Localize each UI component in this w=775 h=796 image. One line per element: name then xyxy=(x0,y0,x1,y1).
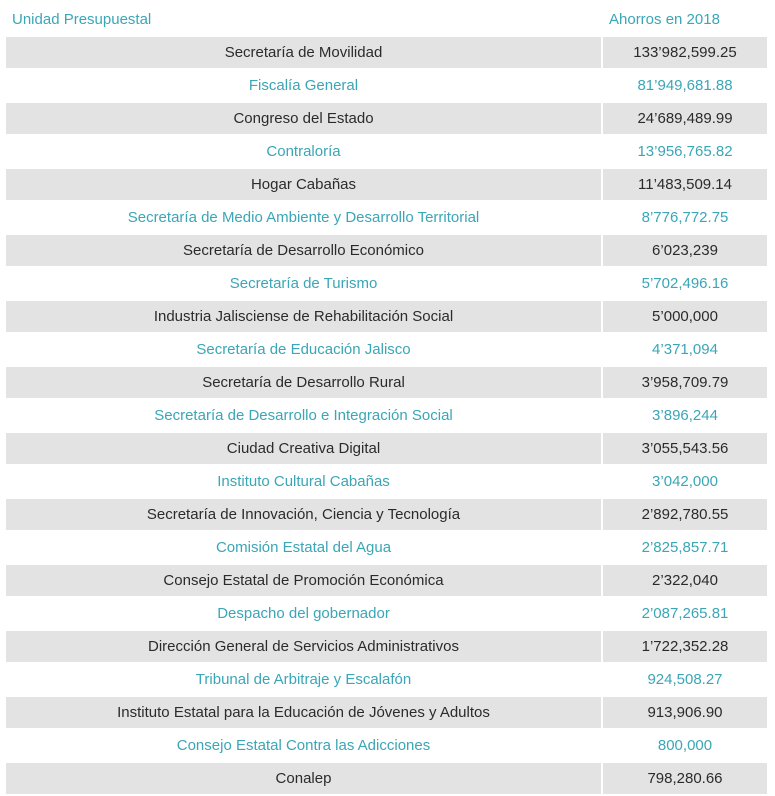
column-divider xyxy=(601,103,603,134)
amount-cell: 3’055,543.56 xyxy=(603,433,767,464)
column-divider xyxy=(601,202,603,233)
table-row: Secretaría de Innovación, Ciencia y Tecn… xyxy=(6,499,767,530)
unit-cell: Consejo Estatal Contra las Adicciones xyxy=(6,730,601,761)
table-body: Secretaría de Movilidad 133’982,599.25 Fis… xyxy=(6,37,767,796)
table-row: Congreso del Estado 24’689,489.99 xyxy=(6,103,767,134)
amount-cell: 8’776,772.75 xyxy=(603,202,767,233)
table-row: Consejo Estatal de Promoción Económica 2’… xyxy=(6,565,767,596)
column-divider xyxy=(601,697,603,728)
column-divider xyxy=(601,334,603,365)
unit-cell: Ciudad Creativa Digital xyxy=(6,433,601,464)
amount-cell: 24’689,489.99 xyxy=(603,103,767,134)
table-row: Secretaría de Educación Jalisco 4’371,094 xyxy=(6,334,767,365)
unit-cell: Secretaría de Desarrollo e Integración S… xyxy=(6,400,601,431)
amount-cell: 913,906.90 xyxy=(603,697,767,728)
table-row: Ciudad Creativa Digital 3’055,543.56 xyxy=(6,433,767,464)
column-divider xyxy=(601,433,603,464)
unit-cell: Congreso del Estado xyxy=(6,103,601,134)
unit-cell: Secretaría de Desarrollo Económico xyxy=(6,235,601,266)
amount-cell: 5’702,496.16 xyxy=(603,268,767,299)
table-row: Secretaría de Turismo 5’702,496.16 xyxy=(6,268,767,299)
unit-cell: Contraloría xyxy=(6,136,601,167)
amount-cell: 1’722,352.28 xyxy=(603,631,767,662)
table-row: Secretaría de Desarrollo Económico 6’023,… xyxy=(6,235,767,266)
unit-cell: Instituto Estatal para la Educación de J… xyxy=(6,697,601,728)
table-row: Secretaría de Desarrollo e Integración S… xyxy=(6,400,767,431)
table-row: Conalep 798,280.66 xyxy=(6,763,767,794)
table-row: Fiscalía General 81’949,681.88 xyxy=(6,70,767,101)
column-divider xyxy=(601,730,603,761)
amount-cell: 3’042,000 xyxy=(603,466,767,497)
amount-cell: 2’825,857.71 xyxy=(603,532,767,563)
unit-cell: Secretaría de Medio Ambiente y Desarroll… xyxy=(6,202,601,233)
amount-cell: 133’982,599.25 xyxy=(603,37,767,68)
column-divider xyxy=(601,565,603,596)
amount-cell: 2’322,040 xyxy=(603,565,767,596)
unit-cell: Industria Jalisciense de Rehabilitación … xyxy=(6,301,601,332)
table-row: Secretaría de Medio Ambiente y Desarroll… xyxy=(6,202,767,233)
column-divider xyxy=(601,400,603,431)
unit-cell: Dirección General de Servicios Administr… xyxy=(6,631,601,662)
unit-cell: Secretaría de Turismo xyxy=(6,268,601,299)
unit-cell: Conalep xyxy=(6,763,601,794)
table-row: Comisión Estatal del Agua 2’825,857.71 xyxy=(6,532,767,563)
unit-cell: Secretaría de Movilidad xyxy=(6,37,601,68)
column-divider xyxy=(601,631,603,662)
unit-cell: Fiscalía General xyxy=(6,70,601,101)
amount-cell: 798,280.66 xyxy=(603,763,767,794)
amount-cell: 800,000 xyxy=(603,730,767,761)
column-divider xyxy=(601,268,603,299)
table-row: Industria Jalisciense de Rehabilitación … xyxy=(6,301,767,332)
column-divider xyxy=(601,466,603,497)
table-row: Secretaría de Desarrollo Rural 3’958,709.… xyxy=(6,367,767,398)
amount-cell: 11’483,509.14 xyxy=(603,169,767,200)
amount-cell: 2’892,780.55 xyxy=(603,499,767,530)
column-divider xyxy=(601,235,603,266)
unit-cell: Hogar Cabañas xyxy=(6,169,601,200)
column-divider xyxy=(601,499,603,530)
unit-cell: Tribunal de Arbitraje y Escalafón xyxy=(6,664,601,695)
table-header: Unidad Presupuestal Ahorros en 2018 xyxy=(0,0,775,37)
column-divider xyxy=(601,532,603,563)
amount-cell: 3’896,244 xyxy=(603,400,767,431)
amount-cell: 81’949,681.88 xyxy=(603,70,767,101)
unit-cell: Instituto Cultural Cabañas xyxy=(6,466,601,497)
header-amount-label: Ahorros en 2018 xyxy=(609,11,720,28)
table-row: Contraloría 13’956,765.82 xyxy=(6,136,767,167)
column-divider xyxy=(601,37,603,68)
column-divider xyxy=(601,169,603,200)
table-row: Consejo Estatal Contra las Adicciones 800… xyxy=(6,730,767,761)
unit-cell: Comisión Estatal del Agua xyxy=(6,532,601,563)
unit-cell: Secretaría de Innovación, Ciencia y Tecn… xyxy=(6,499,601,530)
amount-cell: 924,508.27 xyxy=(603,664,767,695)
table-row: Instituto Cultural Cabañas 3’042,000 xyxy=(6,466,767,497)
column-divider xyxy=(601,136,603,167)
unit-cell: Secretaría de Educación Jalisco xyxy=(6,334,601,365)
unit-cell: Secretaría de Desarrollo Rural xyxy=(6,367,601,398)
table-row: Secretaría de Movilidad 133’982,599.25 xyxy=(6,37,767,68)
header-unit-label: Unidad Presupuestal xyxy=(12,11,152,28)
column-divider xyxy=(601,367,603,398)
amount-cell: 5’000,000 xyxy=(603,301,767,332)
table-row: Dirección General de Servicios Administr… xyxy=(6,631,767,662)
table-row: Despacho del gobernador 2’087,265.81 xyxy=(6,598,767,629)
table-row: Instituto Estatal para la Educación de J… xyxy=(6,697,767,728)
column-divider xyxy=(601,70,603,101)
column-divider xyxy=(601,301,603,332)
unit-cell: Consejo Estatal de Promoción Económica xyxy=(6,565,601,596)
amount-cell: 6’023,239 xyxy=(603,235,767,266)
amount-cell: 4’371,094 xyxy=(603,334,767,365)
table-row: Hogar Cabañas 11’483,509.14 xyxy=(6,169,767,200)
column-divider xyxy=(601,664,603,695)
column-divider xyxy=(601,598,603,629)
table-row: Tribunal de Arbitraje y Escalafón 924,508… xyxy=(6,664,767,695)
amount-cell: 2’087,265.81 xyxy=(603,598,767,629)
unit-cell: Despacho del gobernador xyxy=(6,598,601,629)
column-divider xyxy=(601,763,603,794)
amount-cell: 13’956,765.82 xyxy=(603,136,767,167)
amount-cell: 3’958,709.79 xyxy=(603,367,767,398)
